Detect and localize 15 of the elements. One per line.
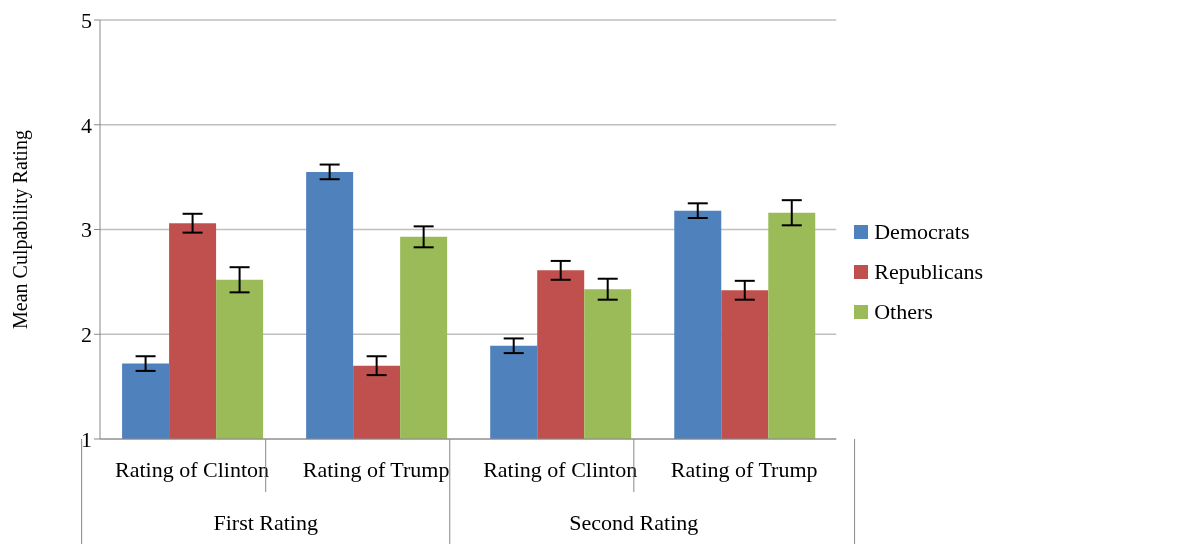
y-tick-label: 5 [81, 7, 92, 33]
x-tick-label: Rating of Trump [670, 457, 818, 482]
y-axis-title: Mean Culpability Rating [9, 130, 33, 329]
y-tick-label: 2 [81, 322, 92, 348]
text: Second Rating [569, 510, 699, 535]
legend-label: Others [874, 299, 933, 325]
y-tick-label: 3 [81, 217, 92, 243]
legend-label: Democrats [874, 219, 970, 245]
legend-label: Republicans [874, 259, 983, 285]
x-tick-label: Rating of Clinton [483, 457, 638, 482]
x-tick-label: Rating of Clinton [115, 457, 270, 482]
x-tick-label: Rating of Trump [302, 457, 450, 482]
y-tick-label: 4 [81, 112, 92, 138]
text: First Rating [213, 510, 318, 535]
y-tick-label: 1 [81, 426, 92, 452]
